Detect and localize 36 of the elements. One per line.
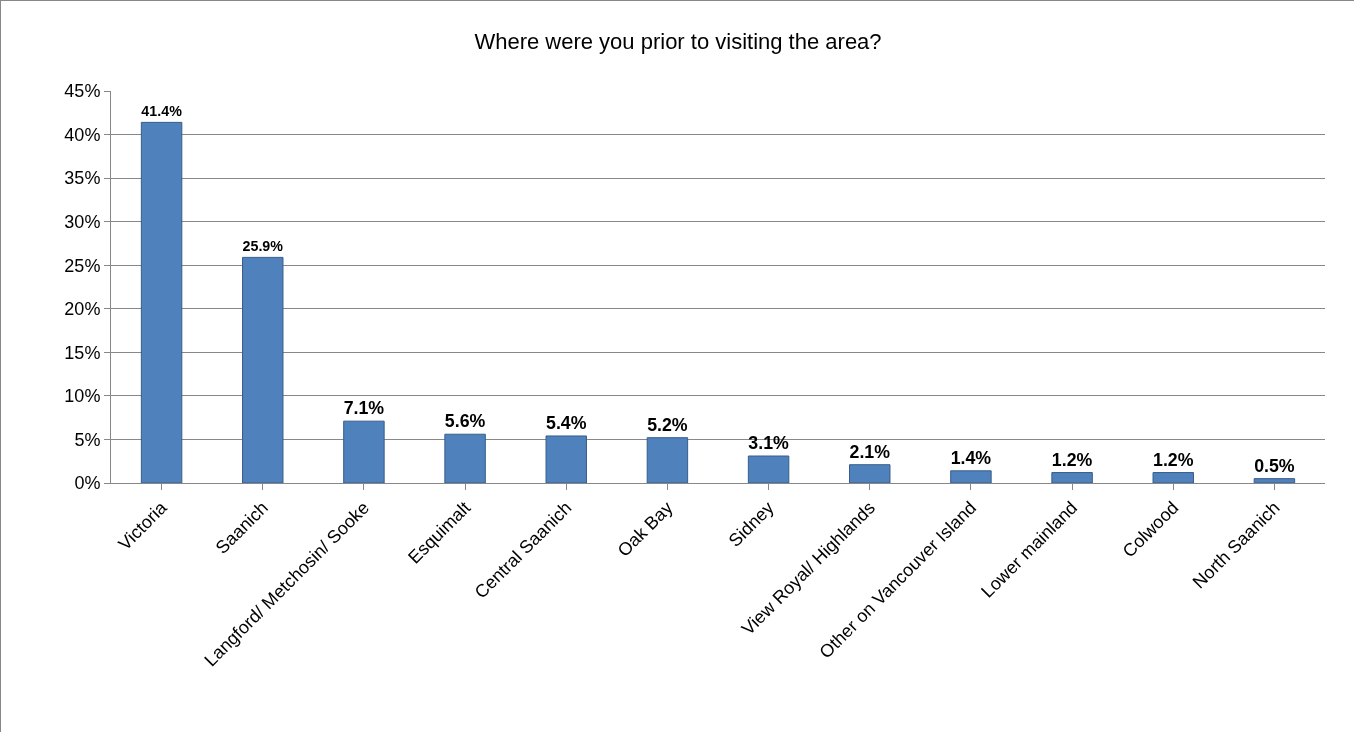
y-tick-label: 35% xyxy=(64,168,101,189)
data-label: 25.9% xyxy=(242,238,284,255)
x-tick-label: Oak Bay xyxy=(613,497,677,561)
bar xyxy=(140,121,183,483)
bar xyxy=(343,420,385,483)
y-tick-label: 20% xyxy=(64,299,101,320)
data-label: 5.6% xyxy=(444,411,486,432)
data-label: 2.1% xyxy=(849,441,891,462)
data-label: 41.4% xyxy=(141,103,183,120)
data-label: 1.4% xyxy=(950,447,992,468)
bar xyxy=(1051,472,1093,483)
y-tick-label: 40% xyxy=(64,124,101,145)
data-label: 5.4% xyxy=(546,413,587,434)
bar xyxy=(1152,472,1194,483)
bar xyxy=(444,433,486,483)
data-label: 7.1% xyxy=(343,398,385,419)
y-tick-label: 0% xyxy=(74,473,101,494)
data-label: 0.5% xyxy=(1254,455,1295,476)
chart-title: Where were you prior to visiting the area? xyxy=(474,29,882,55)
bar xyxy=(1253,478,1296,483)
bar xyxy=(747,455,790,483)
y-tick-label: 15% xyxy=(64,342,101,363)
data-label: 5.2% xyxy=(647,414,688,435)
data-label: 1.2% xyxy=(1051,449,1093,470)
data-label: 1.2% xyxy=(1153,449,1194,470)
y-tick-label: 5% xyxy=(74,429,101,450)
y-tick-label: 25% xyxy=(64,255,101,276)
y-tick-label: 10% xyxy=(64,386,101,407)
bar xyxy=(545,435,587,483)
y-tick-label: 30% xyxy=(64,211,101,232)
y-tick-label: 45% xyxy=(64,81,101,102)
bar xyxy=(950,470,992,483)
bar xyxy=(849,464,891,483)
data-label: 3.1% xyxy=(748,433,790,454)
bar xyxy=(646,437,689,483)
bar xyxy=(242,256,284,483)
